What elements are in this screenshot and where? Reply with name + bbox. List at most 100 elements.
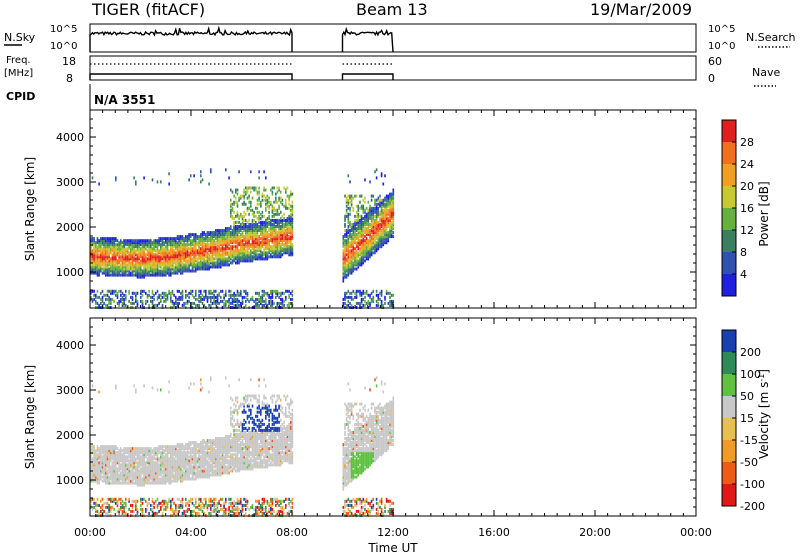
power-cell <box>155 249 157 253</box>
velocity-cell <box>106 471 109 475</box>
power-cell <box>231 241 234 245</box>
power-cell <box>95 293 97 297</box>
power-cell <box>246 291 249 295</box>
velocity-cell <box>151 459 154 463</box>
velocity-cell <box>171 455 174 459</box>
power-cell <box>161 243 164 247</box>
velocity-cell <box>113 447 115 451</box>
velocity-cell <box>145 477 147 481</box>
velocity-cell <box>95 509 97 513</box>
power-cell <box>185 295 187 299</box>
colorbar-swatch <box>722 252 736 274</box>
power-cell <box>365 253 368 257</box>
power-cell <box>168 265 170 269</box>
power-cell <box>355 241 358 245</box>
power-cell <box>111 267 114 271</box>
power-cell <box>225 261 227 265</box>
power-cell <box>118 255 120 259</box>
velocity-cell <box>136 473 139 477</box>
velocity-cell <box>91 479 94 483</box>
power-cell <box>246 247 249 251</box>
power-cell <box>238 227 240 230</box>
power-cell <box>150 261 152 265</box>
velocity-cell <box>125 473 127 477</box>
power-cell <box>258 255 260 259</box>
power-cell <box>160 273 162 277</box>
power-cell <box>286 289 289 293</box>
power-cell <box>128 251 130 255</box>
power-cell <box>370 235 373 239</box>
power-cell <box>166 263 169 267</box>
power-cell <box>355 293 358 297</box>
power-cell <box>263 303 265 307</box>
power-cell <box>156 247 159 251</box>
power-cell <box>150 267 152 271</box>
power-cell <box>226 243 229 247</box>
power-cell <box>350 263 353 267</box>
power-cell <box>106 241 109 245</box>
power-cell <box>188 267 190 271</box>
velocity-cell <box>103 445 105 449</box>
power-cell <box>266 220 269 224</box>
power-cell <box>270 202 272 206</box>
velocity-cell <box>95 503 97 507</box>
velocity-cell <box>96 503 99 507</box>
power-cell <box>389 194 391 198</box>
power-cell <box>273 243 275 247</box>
power-cell <box>125 253 127 257</box>
power-cell <box>120 299 122 303</box>
power-cell <box>286 247 289 251</box>
power-cell <box>251 233 254 237</box>
power-cell <box>213 299 215 303</box>
power-cell <box>231 255 234 259</box>
power-cell <box>215 265 217 269</box>
power-cell <box>276 293 279 297</box>
velocity-cell <box>106 453 109 457</box>
power-cell <box>143 239 145 243</box>
power-cell <box>141 301 144 305</box>
velocity-cell <box>118 467 120 471</box>
power-cell <box>221 235 224 239</box>
power-cell <box>364 253 366 257</box>
velocity-cell <box>133 384 135 388</box>
power-cell <box>208 237 210 241</box>
velocity-cell <box>140 459 142 463</box>
power-cell <box>90 267 92 271</box>
power-cell <box>105 267 107 271</box>
power-cell <box>163 251 165 255</box>
power-cell <box>168 263 170 267</box>
colorbar-swatch <box>722 274 736 296</box>
velocity-cell <box>166 465 169 469</box>
power-cell <box>146 259 149 263</box>
velocity-cell <box>166 455 169 459</box>
power-cell <box>230 225 232 228</box>
power-cell <box>123 269 125 273</box>
velocity-cell <box>135 449 137 453</box>
power-cell <box>255 206 257 210</box>
power-cell <box>238 303 240 307</box>
power-cell <box>161 241 164 245</box>
velocity-cell <box>156 481 159 485</box>
power-cell <box>148 293 150 297</box>
power-cell <box>352 233 355 237</box>
power-cell <box>223 259 225 263</box>
power-cell <box>173 253 175 257</box>
power-cell <box>215 299 217 303</box>
power-cell <box>255 241 257 245</box>
power-cell <box>115 253 117 257</box>
power-cell <box>281 241 284 245</box>
power-cell <box>200 237 202 241</box>
velocity-cell <box>151 507 154 511</box>
power-cell <box>196 297 199 301</box>
velocity-cell <box>105 473 107 477</box>
power-cell <box>268 239 270 243</box>
power-cell <box>360 220 363 224</box>
velocity-cell <box>98 471 100 475</box>
power-cell <box>354 227 356 230</box>
power-cell <box>208 267 210 271</box>
power-cell <box>133 243 135 247</box>
power-cell <box>385 212 388 216</box>
velocity-cell <box>116 459 119 463</box>
power-cell <box>131 255 134 259</box>
velocity-cell <box>93 451 95 455</box>
